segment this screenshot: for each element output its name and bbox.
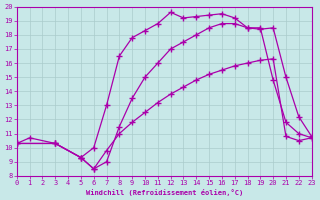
X-axis label: Windchill (Refroidissement éolien,°C): Windchill (Refroidissement éolien,°C) [85,189,243,196]
